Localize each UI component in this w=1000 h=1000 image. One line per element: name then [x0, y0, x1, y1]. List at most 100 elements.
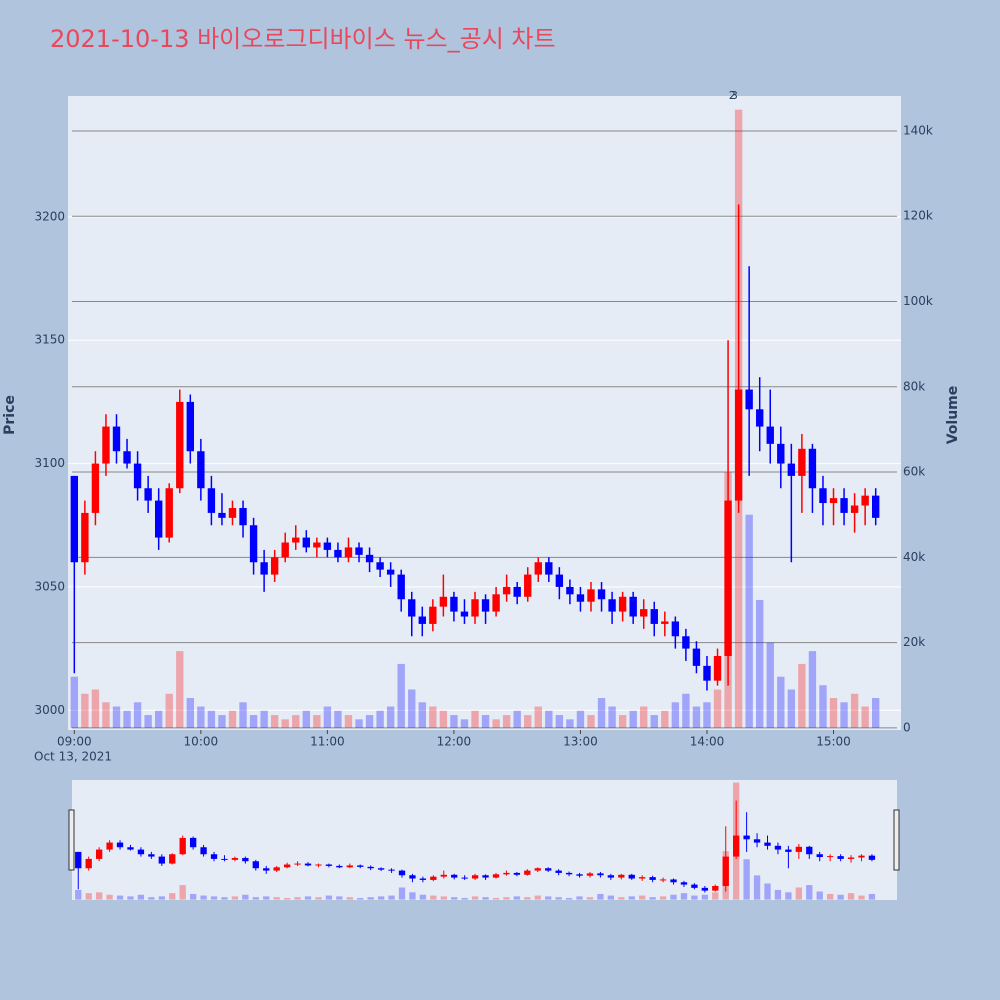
date-label: Oct 13, 2021	[34, 750, 112, 764]
slider-volume	[524, 897, 531, 900]
candle-body	[334, 549, 342, 558]
volume-bar	[471, 710, 479, 728]
slider-handle[interactable]	[893, 809, 900, 871]
slider-volume	[357, 897, 364, 900]
slider-candle	[346, 865, 353, 868]
candle-body	[682, 636, 690, 649]
candle-body	[418, 616, 426, 624]
slider-candle	[847, 857, 855, 859]
slider-volume	[210, 896, 218, 900]
candle-body	[545, 562, 553, 575]
slider-candle	[795, 846, 802, 852]
candle-body	[471, 599, 479, 617]
candle-body	[798, 448, 806, 476]
candle-body	[597, 589, 606, 600]
slider-candle	[169, 854, 176, 864]
slider-candle	[221, 858, 228, 860]
slider-handle[interactable]	[68, 809, 75, 871]
slider-candle	[639, 877, 646, 879]
slider-candle	[440, 874, 447, 877]
slider-candle	[868, 855, 876, 860]
candle-body	[492, 594, 500, 612]
slider-candle	[106, 842, 113, 850]
candle-body	[724, 500, 732, 656]
slider-candle	[545, 868, 552, 871]
slider-candle	[127, 847, 134, 850]
candle-body	[671, 621, 680, 637]
slider-volume	[398, 887, 406, 900]
candle-body	[629, 596, 637, 617]
volume-bar	[450, 715, 458, 728]
slider-volume	[75, 889, 82, 900]
volume-bar	[355, 719, 363, 728]
candle-body	[249, 525, 258, 563]
slider-candle	[398, 870, 406, 876]
slider-candle	[555, 870, 562, 873]
slider-volume	[346, 897, 353, 900]
slider-candle	[471, 875, 479, 879]
volume-bar	[218, 715, 226, 728]
candle-body	[207, 488, 216, 513]
slider-volume	[555, 897, 562, 900]
volume-bar	[429, 706, 437, 728]
slider-candle	[743, 835, 750, 840]
slider-volume	[106, 894, 113, 900]
y-axis-title: Price	[2, 395, 18, 435]
candle-body	[281, 542, 289, 558]
y2-tick-label: 0	[903, 720, 911, 734]
y2-tick-label: 40k	[903, 550, 925, 564]
slider-volume	[440, 896, 447, 900]
candle-body	[555, 574, 564, 587]
volume-bar	[492, 719, 500, 728]
slider-volume	[252, 897, 259, 900]
volume-bar	[334, 710, 342, 728]
candle-body	[861, 495, 869, 506]
slider-candle	[764, 842, 771, 846]
candle-body	[292, 537, 300, 543]
slider-volume	[827, 893, 834, 900]
candle-body	[734, 389, 743, 501]
slider-volume	[189, 893, 197, 900]
slider-candle	[524, 870, 531, 875]
slider-volume	[367, 897, 374, 900]
candle-body	[650, 609, 658, 624]
volume-bar	[112, 706, 121, 728]
slider-candle	[377, 868, 385, 870]
candle-body	[112, 426, 121, 452]
candle-body	[819, 488, 827, 504]
volume-bar	[671, 702, 680, 728]
candle-body	[829, 498, 838, 504]
slider-candle	[200, 847, 207, 855]
candle-body	[365, 554, 374, 563]
slider-candle	[670, 879, 677, 883]
candle-body	[439, 596, 448, 607]
volume-bar	[302, 710, 310, 728]
slider-candle	[336, 865, 343, 868]
y2-tick-label: 120k	[903, 209, 933, 223]
slider-candle	[816, 854, 823, 858]
volume-bar	[682, 693, 690, 728]
slider-volume	[565, 897, 573, 900]
volume-bar	[587, 715, 595, 728]
slider-candle	[263, 868, 270, 871]
y2-tick-label: 20k	[903, 635, 925, 649]
candle-body	[850, 505, 859, 513]
slider-candle	[753, 839, 761, 843]
volume-bar	[176, 651, 184, 728]
candle-body	[745, 389, 753, 410]
volume-bar	[249, 715, 258, 728]
slider-candle	[774, 845, 782, 850]
slider-volume	[837, 894, 844, 900]
candle-body	[408, 599, 416, 617]
candle-body	[756, 409, 764, 427]
volume-bar	[165, 693, 173, 728]
slider-candle	[858, 855, 865, 858]
slider-candle	[701, 887, 709, 891]
volume-bar	[745, 514, 753, 728]
slider-volume	[534, 895, 541, 900]
y2-tick-label: 80k	[903, 379, 925, 393]
slider-volume	[137, 894, 145, 900]
volume-bar	[766, 642, 774, 728]
slider-volume	[430, 895, 437, 900]
candle-body	[450, 596, 458, 612]
